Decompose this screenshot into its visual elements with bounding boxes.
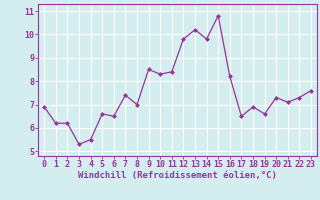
X-axis label: Windchill (Refroidissement éolien,°C): Windchill (Refroidissement éolien,°C): [78, 171, 277, 180]
